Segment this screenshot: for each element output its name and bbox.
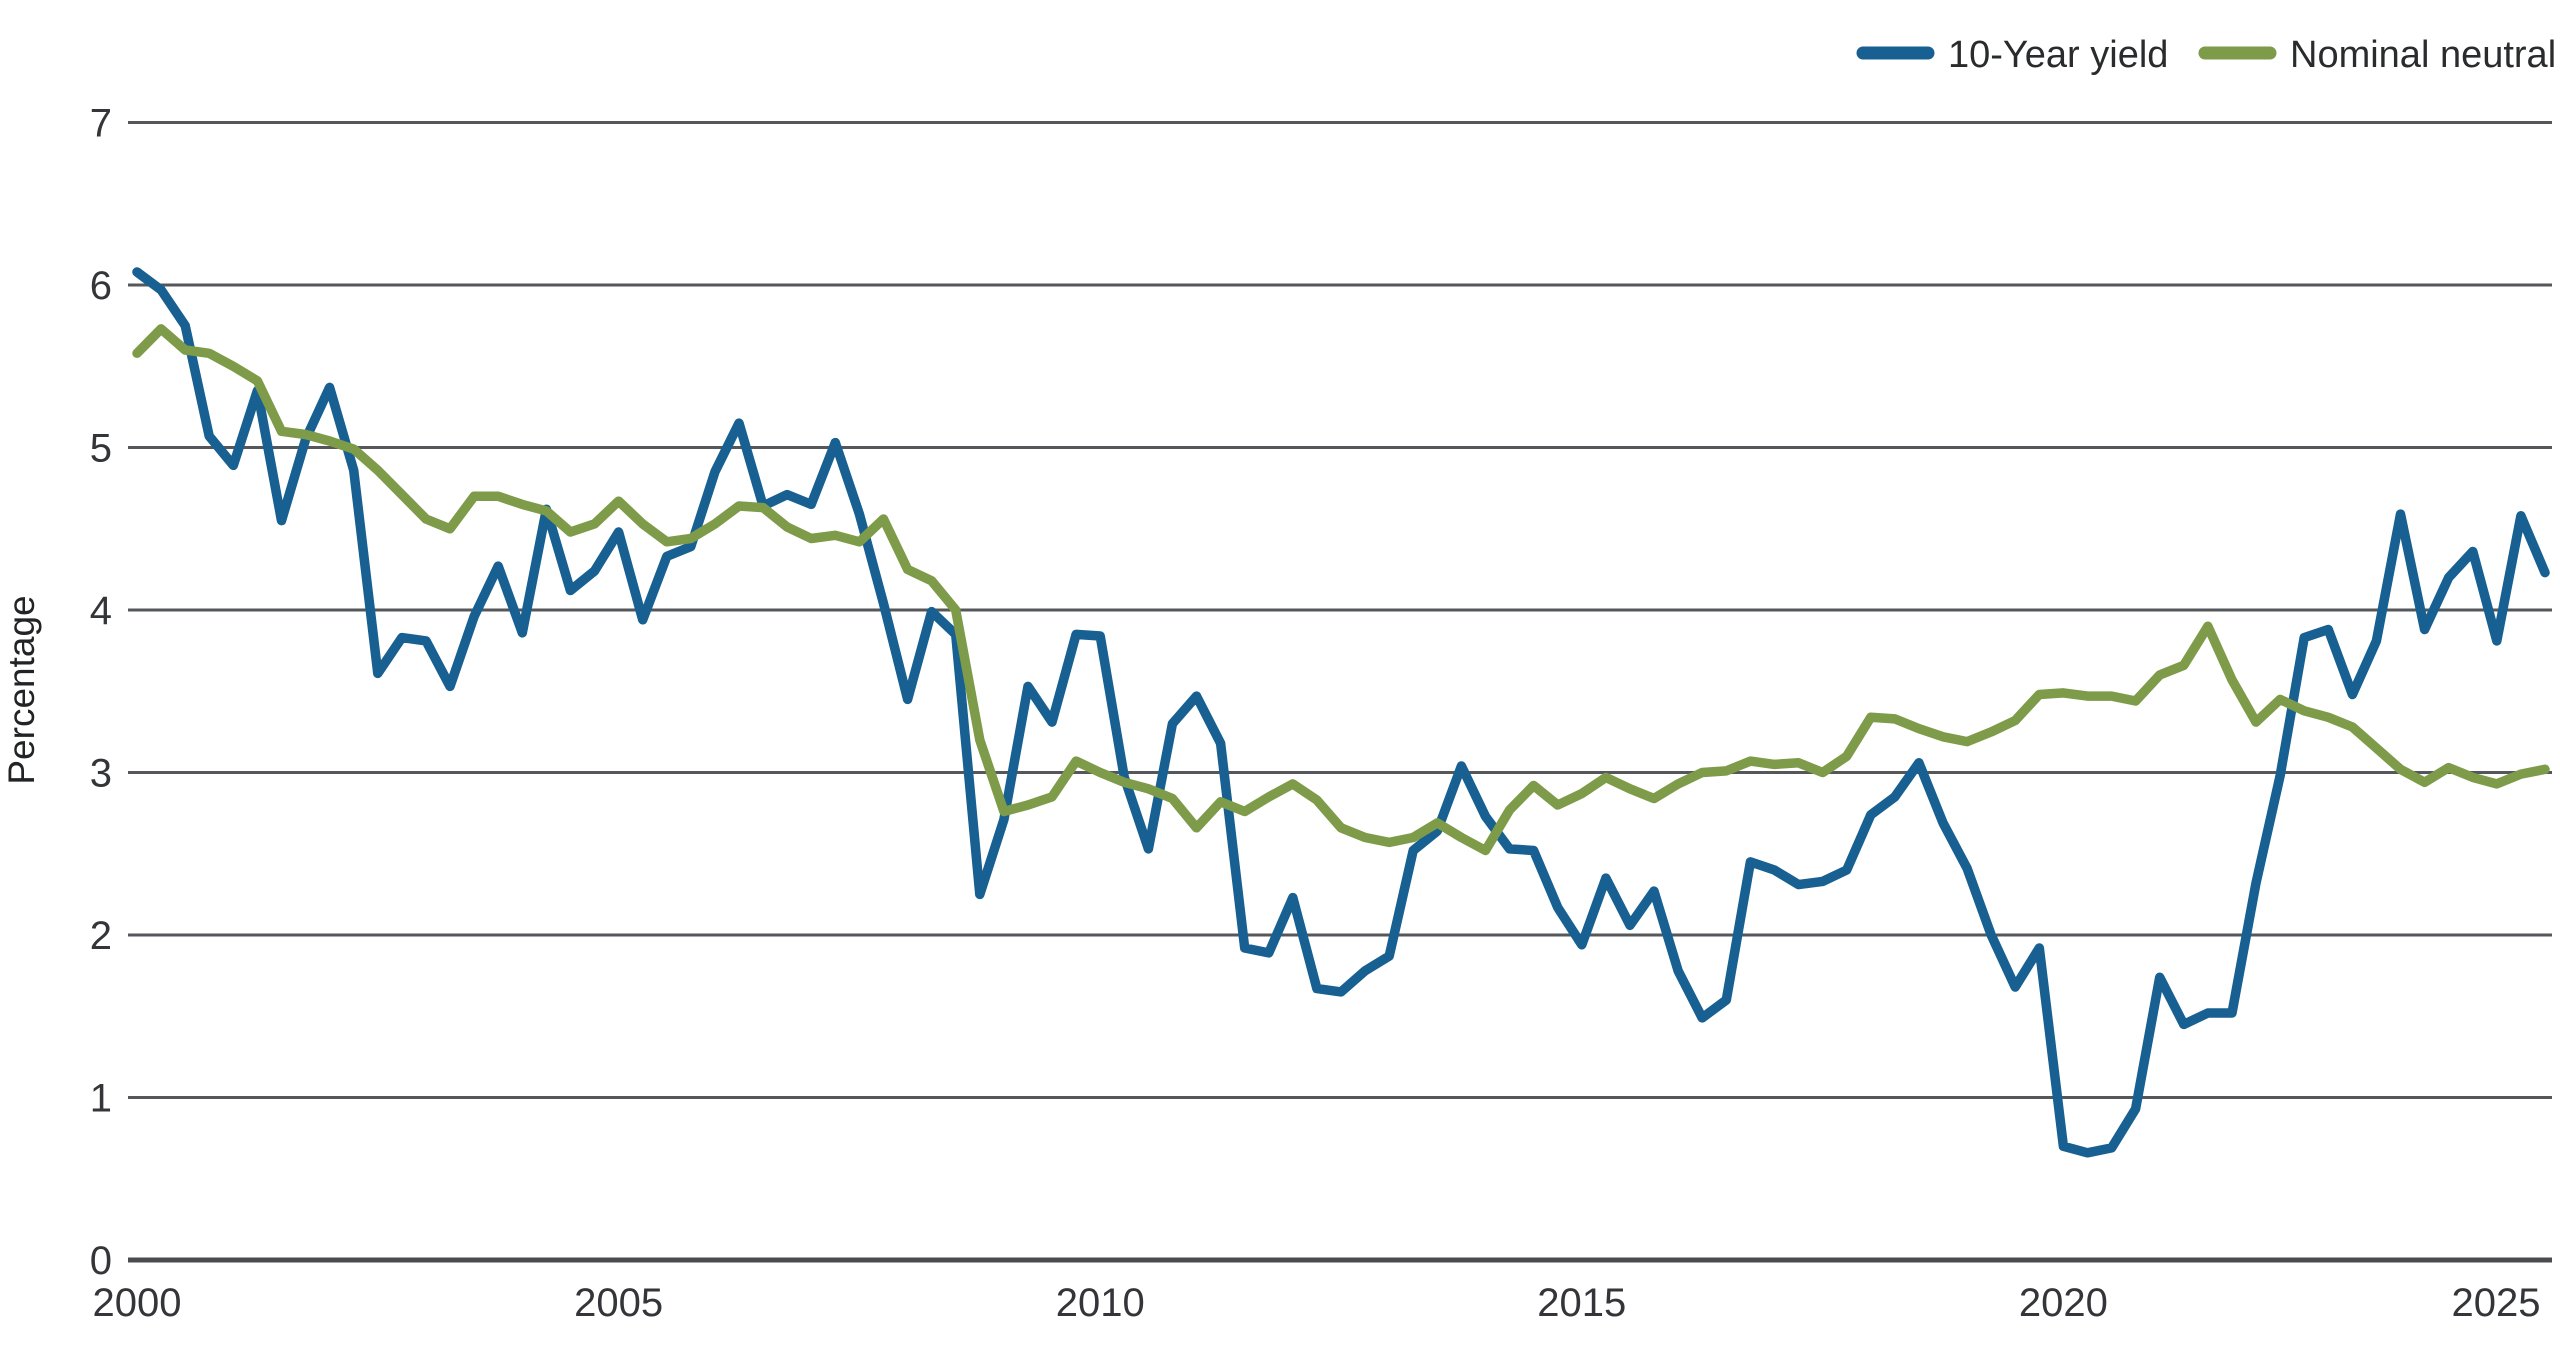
x-tick-label: 2020 — [2019, 1281, 2108, 1325]
y-tick-label: 5 — [90, 427, 112, 471]
x-tick-label: 2025 — [2452, 1281, 2541, 1325]
series-line-10-year-yield — [132, 267, 2550, 1158]
legend-label-nominal-neutral: Nominal neutral — [2290, 34, 2556, 76]
y-tick-label: 6 — [90, 264, 112, 308]
y-axis-title: Percentage — [1, 595, 42, 784]
y-tick-label: 0 — [90, 1239, 112, 1283]
y-tick-label: 4 — [90, 589, 112, 633]
series-lines-group — [132, 267, 2550, 1158]
x-tick-label: 2000 — [93, 1281, 182, 1325]
y-tick-label: 1 — [90, 1077, 112, 1121]
gridlines-group — [128, 121, 2552, 1263]
series-line-nominal-neutral — [132, 324, 2550, 856]
legend-item-10-year-yield: 10-Year yield — [1856, 34, 2168, 76]
x-tick-label: 2015 — [1537, 1281, 1626, 1325]
x-tick-label: 2005 — [574, 1281, 663, 1325]
x-tick-label: 2010 — [1056, 1281, 1145, 1325]
legend-label-10-year-yield: 10-Year yield — [1948, 34, 2168, 76]
y-tick-label: 7 — [90, 102, 112, 146]
y-tick-labels-group: 0 1 2 3 4 5 6 7 — [90, 102, 112, 1284]
legend-item-nominal-neutral: Nominal neutral — [2198, 34, 2556, 76]
y-tick-label: 3 — [90, 752, 112, 796]
legend: 10-Year yield Nominal neutral — [1856, 34, 2556, 76]
y-tick-label: 2 — [90, 914, 112, 958]
x-tick-labels-group: 2000 2005 2010 2015 2020 2025 — [93, 1281, 2541, 1325]
